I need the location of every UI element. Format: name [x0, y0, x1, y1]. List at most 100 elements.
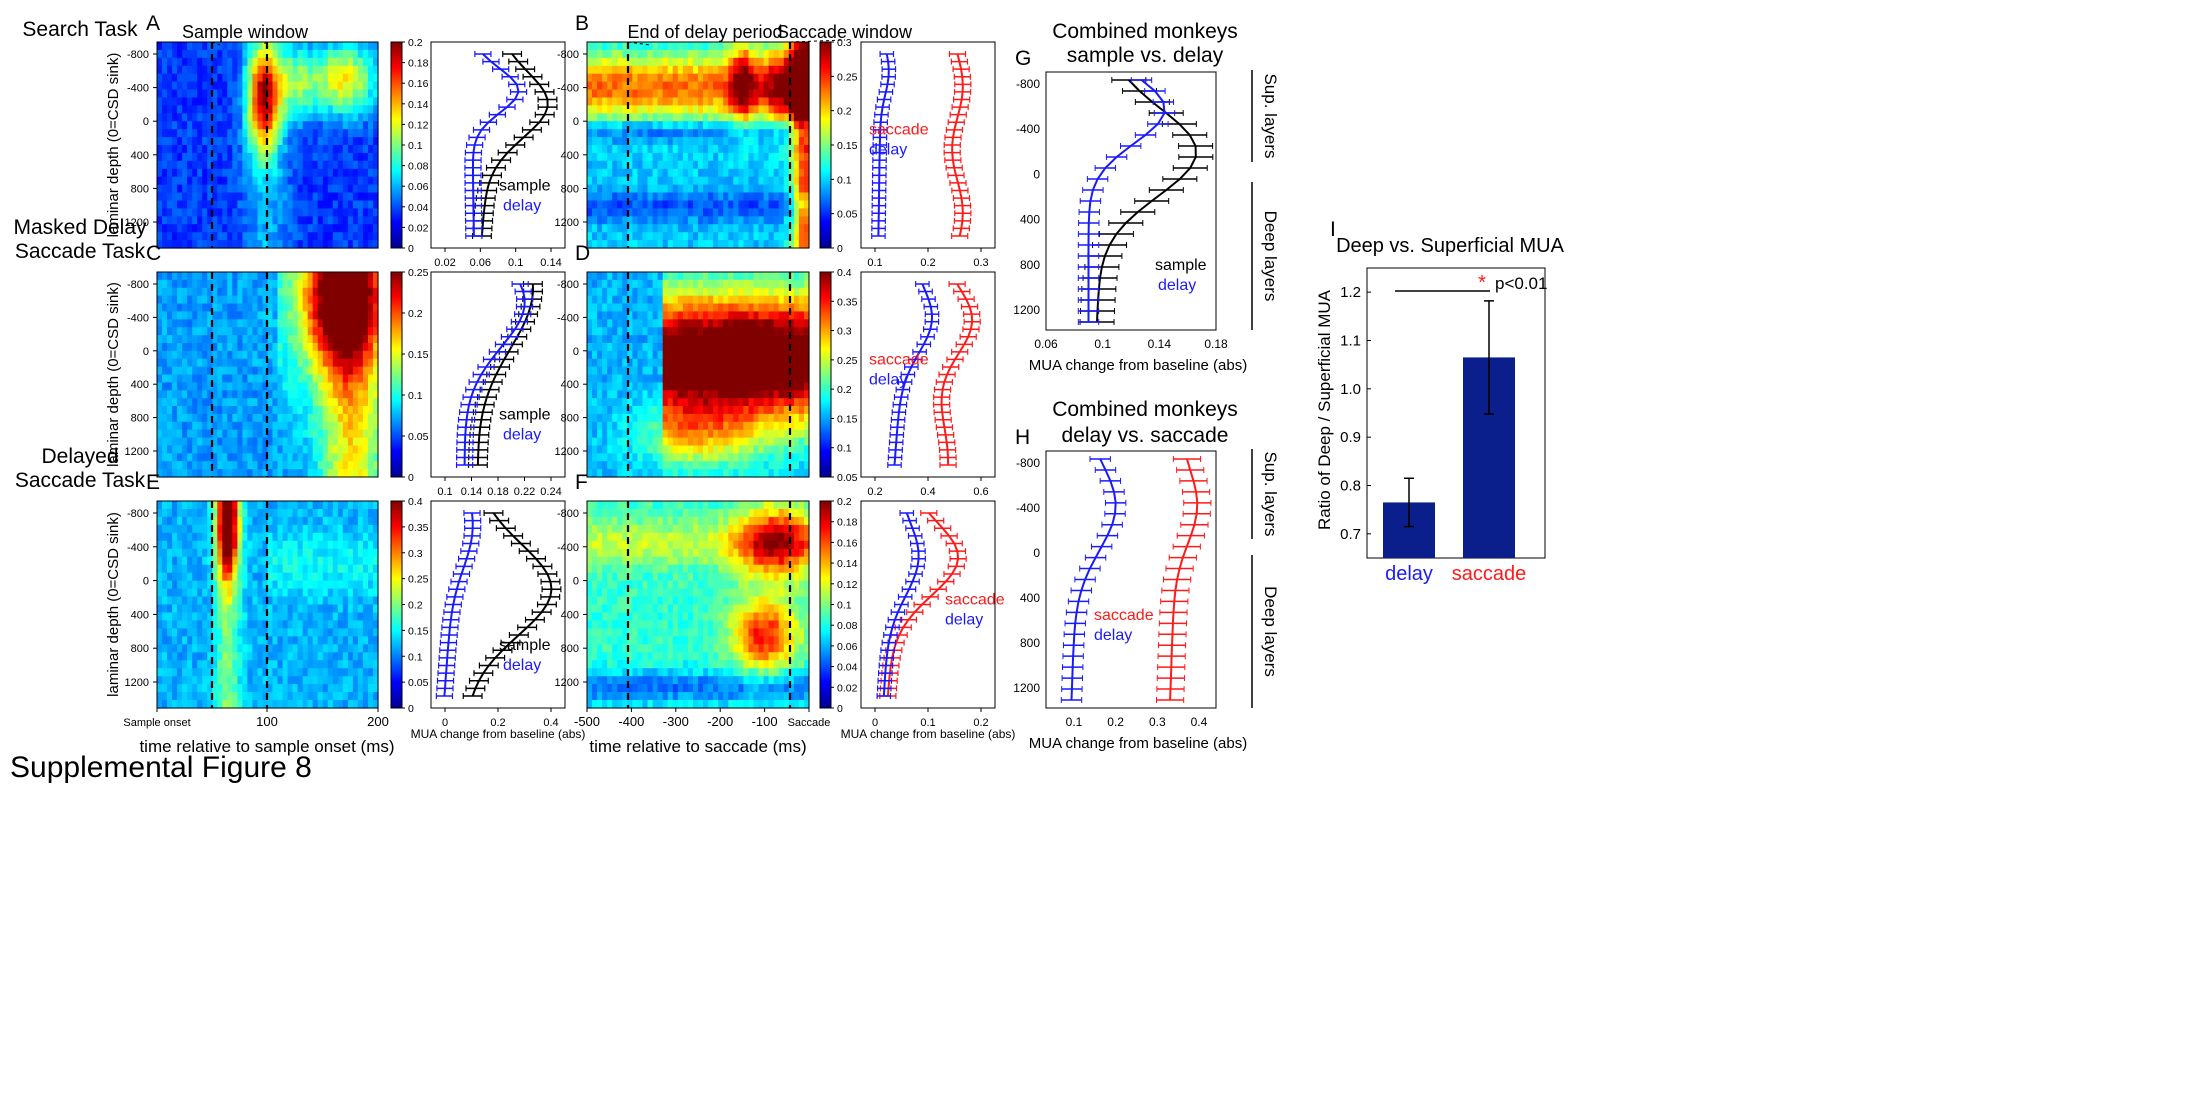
heatmap-cell	[252, 137, 258, 146]
heatmap-cell	[758, 469, 765, 478]
heatmap-cell	[602, 89, 608, 98]
heatmap-cell	[362, 105, 369, 114]
heatmap-cell	[252, 240, 258, 249]
heatmap-cell	[157, 413, 163, 423]
heatmap-cell	[698, 176, 704, 186]
heatmap-cell	[768, 295, 775, 305]
heatmap-cell	[657, 200, 664, 209]
heatmap-cell	[617, 168, 623, 178]
heatmap-cell	[302, 42, 309, 51]
heatmap-cell	[352, 152, 359, 162]
heatmap-cell	[267, 129, 274, 138]
heatmap-cell	[362, 192, 369, 201]
heatmap-cell	[292, 453, 299, 462]
saccade-heatmap	[586, 271, 810, 478]
heatmap-cell	[723, 366, 729, 376]
heatmap-cell	[322, 453, 329, 462]
heatmap-cell	[237, 374, 243, 383]
heatmap-cell	[162, 295, 168, 305]
heatmap-cell	[347, 295, 354, 305]
heatmap-cell	[357, 421, 364, 431]
heatmap-cell	[162, 216, 168, 225]
heatmap-cell	[187, 437, 193, 447]
heatmap-cell	[713, 453, 719, 462]
heatmap-cell	[622, 335, 628, 344]
heatmap-cell	[212, 89, 218, 98]
heatmap-cell	[187, 97, 193, 106]
heatmap-cell	[232, 350, 238, 360]
heatmap-cell	[647, 49, 654, 59]
heatmap-cell	[352, 129, 359, 138]
heatmap-cell	[657, 65, 664, 75]
heatmap-cell	[232, 121, 238, 130]
heatmap-cell	[587, 374, 593, 383]
heatmap-cell	[693, 89, 699, 98]
heatmap-cell	[332, 343, 339, 352]
heatmap-cell	[592, 129, 598, 138]
heatmap-cell	[177, 105, 183, 114]
heatmap-cell	[713, 105, 719, 114]
heatmap-cell	[662, 89, 669, 98]
heatmap-cell	[347, 429, 354, 439]
heatmap-cell	[733, 113, 739, 122]
heatmap-cell	[252, 390, 258, 399]
heatmap-cell	[212, 176, 218, 186]
heatmap-cell	[272, 105, 279, 114]
heatmap-cell	[713, 272, 719, 281]
heatmap-cell	[247, 469, 253, 478]
heatmap-cell	[277, 97, 284, 106]
heatmap-cell	[202, 303, 208, 312]
heatmap-cell	[307, 57, 314, 67]
heatmap-cell	[592, 113, 598, 122]
heatmap-cell	[167, 224, 173, 233]
heatmap-cell	[758, 437, 765, 447]
heatmap-cell	[157, 240, 163, 249]
heatmap-cell	[322, 287, 329, 297]
heatmap-cell	[607, 81, 613, 91]
heatmap-cell	[267, 208, 274, 217]
heatmap-cell	[322, 327, 329, 336]
heatmap-cell	[272, 129, 279, 138]
heatmap-cell	[667, 461, 674, 470]
heatmap-cell	[312, 311, 319, 320]
heatmap-cell	[657, 295, 664, 305]
heatmap-cell	[607, 97, 613, 106]
heatmap-cell	[667, 429, 674, 439]
heatmap-cell	[267, 192, 274, 201]
heatmap-cell	[292, 327, 299, 336]
heatmap-cell	[687, 192, 694, 201]
heatmap-cell	[627, 311, 633, 320]
heatmap-cell	[662, 97, 669, 106]
heatmap-cell	[262, 429, 269, 439]
heatmap-cell	[252, 168, 258, 178]
heatmap-cell	[698, 319, 704, 328]
heatmap-cell	[327, 160, 334, 170]
heatmap-cell	[202, 200, 208, 209]
heatmap-cell	[282, 295, 289, 305]
heatmap-cell	[262, 445, 269, 454]
heatmap-cell	[182, 413, 188, 423]
heatmap-cell	[718, 421, 724, 431]
heatmap-cell	[177, 49, 183, 59]
heatmap-cell	[287, 208, 294, 217]
heatmap-cell	[713, 216, 719, 225]
heatmap-cell	[597, 398, 603, 407]
heatmap-cell	[798, 240, 805, 249]
heatmap-cell	[798, 121, 805, 130]
heatmap-cell	[277, 366, 284, 376]
heatmap-cell	[167, 42, 173, 51]
heatmap-cell	[617, 81, 623, 91]
heatmap-cell	[207, 461, 213, 470]
heatmap-cell	[207, 200, 213, 209]
heatmap-cell	[682, 192, 689, 201]
heatmap-cell	[693, 57, 699, 67]
heatmap-cell	[758, 200, 765, 209]
heatmap-cell	[617, 350, 623, 360]
heatmap-cell	[222, 279, 228, 289]
heatmap-cell	[763, 429, 770, 439]
heatmap-cell	[592, 81, 598, 91]
heatmap-cell	[758, 42, 765, 51]
heatmap-cell	[597, 287, 603, 297]
heatmap-cell	[202, 319, 208, 328]
heatmap-cell	[652, 445, 659, 454]
